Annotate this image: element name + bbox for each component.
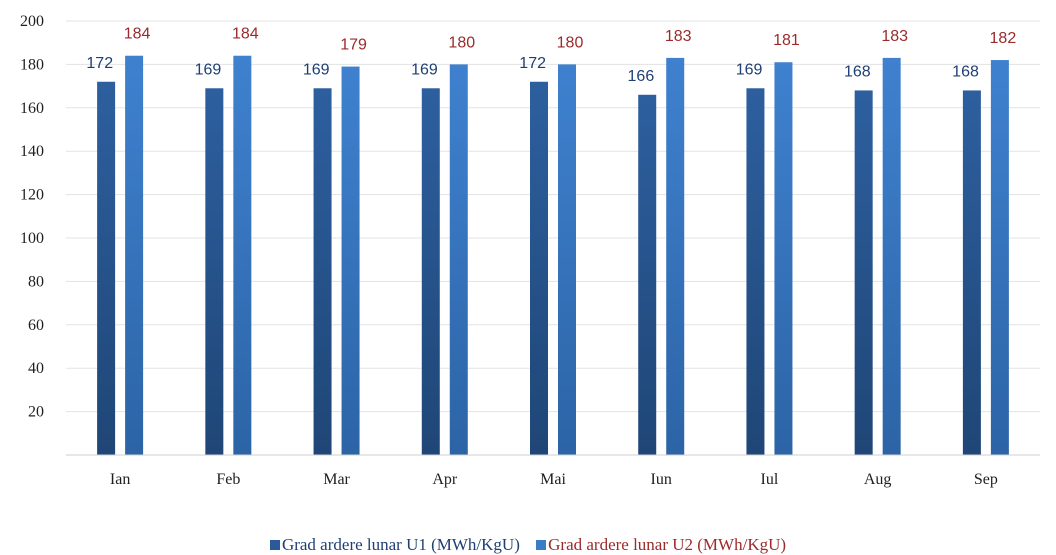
bar-u2-iun — [666, 57, 685, 455]
bar-u2-aug — [882, 57, 901, 455]
bar-u2-feb — [233, 55, 252, 455]
legend-swatch-u2 — [536, 540, 547, 550]
data-label-u2: 183 — [665, 28, 692, 45]
data-label-u1: 172 — [519, 55, 546, 72]
data-label-u2: 180 — [557, 34, 584, 51]
y-tick-label: 160 — [20, 100, 44, 117]
bar-u2-mai — [558, 64, 576, 456]
bar-u2-ian — [125, 55, 144, 455]
data-label-u1: 168 — [844, 63, 871, 80]
x-tick-label: Mar — [323, 471, 350, 488]
bar-u1-aug — [854, 90, 873, 455]
data-label-u1: 169 — [411, 61, 438, 78]
data-label-u2: 184 — [232, 26, 259, 43]
gridlines — [66, 20, 1040, 413]
bar-u2-sep — [990, 60, 1009, 456]
x-tick-label: Mai — [540, 471, 566, 488]
bar-u2-iul — [774, 62, 793, 455]
data-label-u1: 172 — [86, 55, 113, 72]
y-tick-label: 140 — [20, 143, 44, 160]
bar-u1-iun — [638, 94, 657, 455]
y-tick-label: 80 — [28, 273, 44, 290]
bar-u1-ian — [97, 81, 116, 455]
legend-item-u1: Grad ardere lunar U1 (MWh/KgU) — [269, 535, 520, 555]
legend-swatch-u1 — [269, 540, 280, 550]
data-label-u2: 180 — [448, 34, 475, 51]
x-tick-label: Aug — [864, 471, 892, 488]
bar-u1-feb — [205, 88, 224, 456]
bar-u1-iul — [746, 88, 765, 456]
bar-u2-mar — [341, 66, 360, 455]
y-tick-label: 100 — [20, 230, 44, 247]
data-label-u2: 179 — [340, 37, 367, 54]
y-axis: 20 40 60 80 100 120 140 160 180 200 — [20, 13, 44, 421]
x-tick-label: Iun — [651, 471, 672, 488]
y-tick-label: 60 — [28, 317, 44, 334]
x-tick-label: Sep — [974, 471, 998, 488]
x-tick-label: Feb — [216, 471, 240, 488]
bar-u1-apr — [421, 88, 440, 456]
data-label-u1: 168 — [952, 63, 979, 80]
x-axis: Ian Feb Mar Apr Mai Iun Iul Aug Sep — [66, 454, 1040, 488]
data-label-u2: 181 — [773, 32, 800, 49]
y-tick-label: 40 — [28, 360, 44, 377]
bar-u2-apr — [449, 64, 468, 456]
bar-u1-mai — [530, 81, 548, 455]
bar-u1-sep — [962, 90, 981, 455]
data-label-u2: 182 — [990, 30, 1017, 47]
bar-u1-mar — [313, 88, 332, 456]
legend: Grad ardere lunar U1 (MWh/KgU) Grad arde… — [0, 535, 1056, 555]
x-tick-label: Iul — [761, 471, 779, 488]
data-label-u1: 166 — [628, 68, 655, 85]
y-tick-label: 120 — [20, 187, 44, 204]
data-label-u1: 169 — [195, 61, 222, 78]
data-label-u2: 183 — [881, 28, 908, 45]
y-tick-label: 200 — [20, 13, 44, 30]
y-tick-label: 20 — [28, 404, 44, 421]
data-label-u2: 184 — [124, 26, 151, 43]
data-label-u1: 169 — [736, 61, 763, 78]
legend-item-u2: Grad ardere lunar U2 (MWh/KgU) — [536, 535, 786, 555]
y-tick-label: 180 — [20, 56, 44, 73]
x-tick-label: Ian — [110, 471, 130, 488]
bars: 172 184 169 184 169 179 169 180 172 180 166 183 169 1… — [86, 26, 1017, 456]
x-tick-label: Apr — [432, 471, 458, 488]
data-label-u1: 169 — [303, 61, 330, 78]
legend-label-u2: Grad ardere lunar U2 (MWh/KgU) — [548, 535, 787, 554]
legend-label-u1: Grad ardere lunar U1 (MWh/KgU) — [281, 535, 520, 554]
